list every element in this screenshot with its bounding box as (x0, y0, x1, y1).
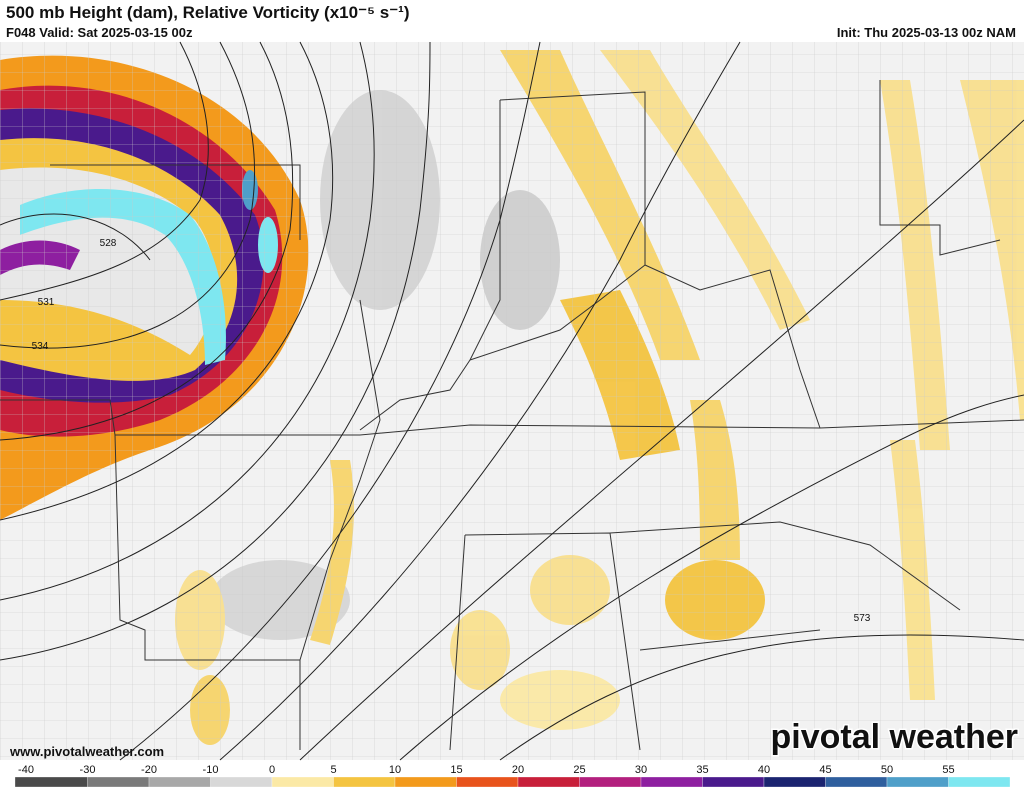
colorbar-label: -20 (141, 764, 157, 776)
colorbar-segment (333, 776, 396, 788)
colorbar-label: 20 (512, 764, 524, 776)
colorbar-label: 5 (330, 764, 336, 776)
colorbar-segment (702, 776, 765, 788)
colorbar-segment (394, 776, 457, 788)
contour-label: 531 (38, 297, 55, 308)
colorbar-label: 35 (696, 764, 708, 776)
website: www.pivotalweather.com (9, 744, 164, 759)
contour-label: 528 (100, 238, 117, 249)
county-lines (0, 42, 1024, 760)
colorbar-segment (456, 776, 519, 788)
colorbar-segment (14, 776, 88, 788)
colorbar-segment (763, 776, 826, 788)
colorbar-label: 30 (635, 764, 647, 776)
colorbar-segment (517, 776, 580, 788)
colorbar-segment (886, 776, 949, 788)
title: 500 mb Height (dam), Relative Vorticity … (6, 3, 410, 22)
colorbar-segment (210, 776, 273, 788)
logo: pivotal weather (770, 718, 1018, 756)
colorbar-segment (640, 776, 703, 788)
colorbar-label: 0 (269, 764, 275, 776)
contour-labels: 528 531 534 573 (32, 238, 871, 624)
colorbar-label: 55 (942, 764, 954, 776)
colorbar-label: -40 (18, 764, 34, 776)
colorbar-segment (148, 776, 211, 788)
colorbar-label: 45 (819, 764, 831, 776)
colorbar-segment (948, 776, 1011, 788)
contour-label: 534 (32, 341, 49, 352)
valid-time: F048 Valid: Sat 2025-03-15 00z (6, 25, 193, 40)
colorbar: -40 -30 -20 -10 0 5 10 15 20 25 30 35 40 45 50 55 (14, 764, 1011, 788)
height-contours (0, 41, 1024, 761)
init-time: Init: Thu 2025-03-13 00z NAM (836, 25, 1016, 40)
colorbar-segment (579, 776, 642, 788)
colorbar-segment (825, 776, 888, 788)
colorbar-segment (271, 776, 334, 788)
colorbar-label: 50 (881, 764, 893, 776)
colorbar-label: 25 (573, 764, 585, 776)
colorbar-label: 10 (389, 764, 401, 776)
colorbar-label: -10 (203, 764, 219, 776)
colorbar-label: 40 (758, 764, 770, 776)
contour-label: 573 (854, 613, 871, 624)
colorbar-label: 15 (450, 764, 462, 776)
colorbar-segment (87, 776, 150, 788)
colorbar-label: -30 (80, 764, 96, 776)
state-borders (0, 80, 1024, 751)
